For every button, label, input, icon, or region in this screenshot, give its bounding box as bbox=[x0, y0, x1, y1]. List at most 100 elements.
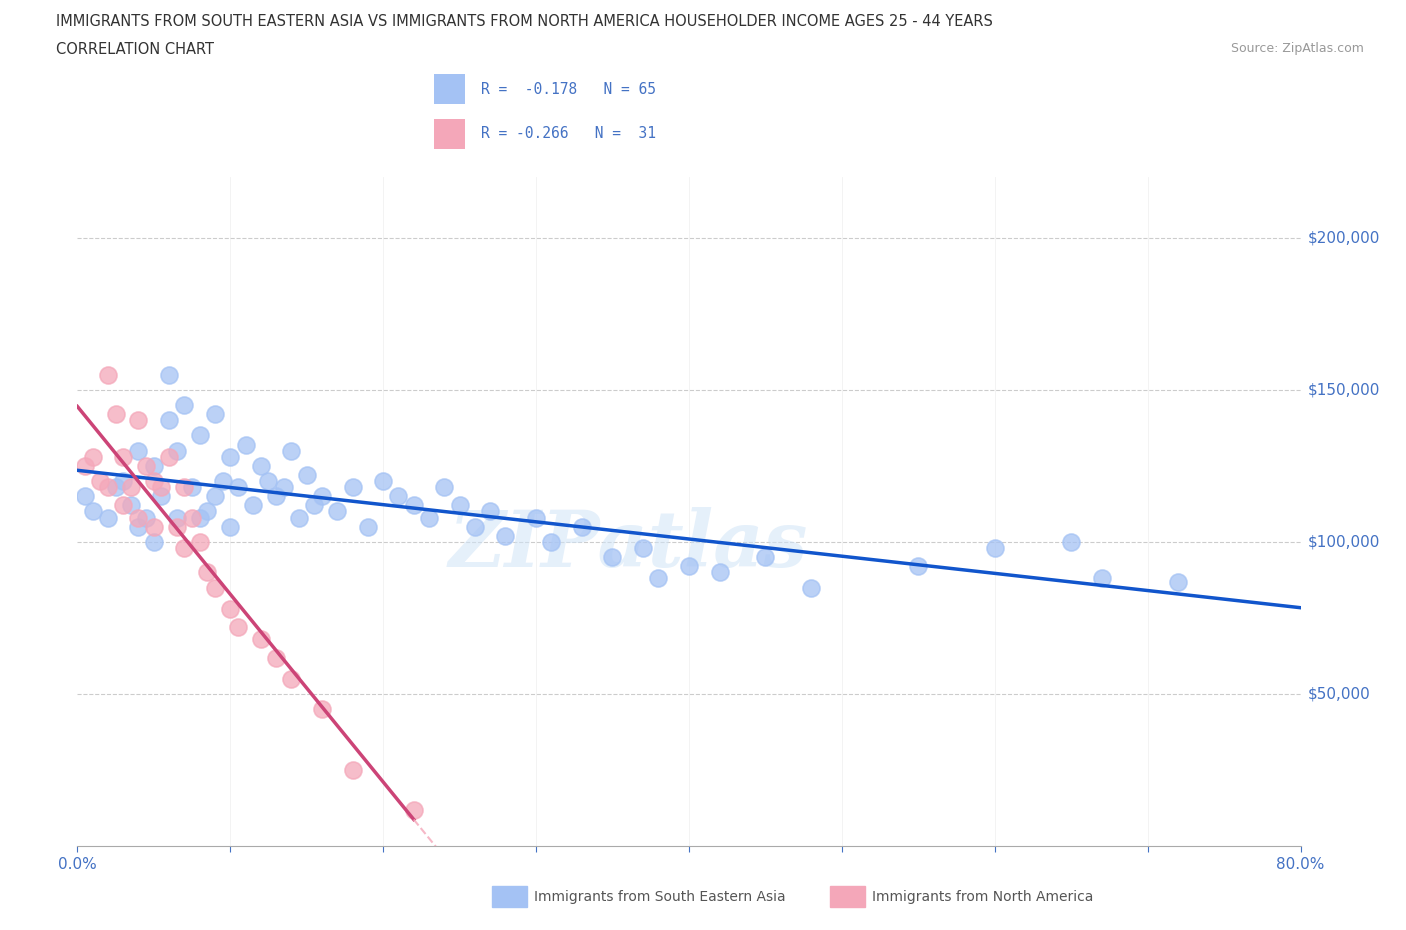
Point bbox=[135, 458, 157, 473]
Point bbox=[97, 480, 120, 495]
Point bbox=[173, 540, 195, 555]
Point bbox=[112, 449, 135, 464]
Text: R = -0.266   N =  31: R = -0.266 N = 31 bbox=[481, 126, 655, 141]
Point bbox=[195, 504, 218, 519]
Point bbox=[82, 449, 104, 464]
Point bbox=[464, 519, 486, 534]
Point bbox=[112, 473, 135, 488]
Point bbox=[204, 580, 226, 595]
Bar bbox=[434, 119, 465, 149]
Point bbox=[173, 397, 195, 412]
Point bbox=[204, 406, 226, 421]
Point bbox=[479, 504, 502, 519]
Point bbox=[181, 480, 204, 495]
Point bbox=[135, 511, 157, 525]
Point bbox=[449, 498, 471, 512]
Point bbox=[142, 535, 165, 550]
Point bbox=[257, 473, 280, 488]
Point bbox=[142, 519, 165, 534]
Point bbox=[166, 519, 188, 534]
Point bbox=[907, 559, 929, 574]
Point bbox=[226, 619, 249, 634]
Text: Immigrants from South Eastern Asia: Immigrants from South Eastern Asia bbox=[534, 889, 786, 904]
Point bbox=[219, 602, 242, 617]
Point bbox=[120, 480, 142, 495]
Point bbox=[295, 468, 318, 483]
Text: $150,000: $150,000 bbox=[1308, 382, 1379, 397]
Point bbox=[166, 511, 188, 525]
Point bbox=[188, 535, 211, 550]
Point bbox=[127, 413, 149, 428]
Point bbox=[678, 559, 700, 574]
Point bbox=[104, 480, 127, 495]
Point bbox=[754, 550, 776, 565]
Text: $100,000: $100,000 bbox=[1308, 535, 1379, 550]
Point bbox=[524, 511, 547, 525]
Point bbox=[1091, 571, 1114, 586]
Point bbox=[242, 498, 264, 512]
Point bbox=[402, 498, 425, 512]
Point bbox=[204, 489, 226, 504]
Point bbox=[157, 367, 180, 382]
Point bbox=[89, 473, 111, 488]
Point bbox=[127, 519, 149, 534]
Point bbox=[1167, 574, 1189, 589]
Point bbox=[219, 449, 242, 464]
Point bbox=[235, 437, 257, 452]
Point bbox=[288, 511, 311, 525]
Point bbox=[800, 580, 823, 595]
Point bbox=[264, 489, 287, 504]
Point bbox=[188, 428, 211, 443]
Text: ZIPatlas: ZIPatlas bbox=[449, 507, 807, 583]
Point bbox=[357, 519, 380, 534]
Point bbox=[188, 511, 211, 525]
Text: IMMIGRANTS FROM SOUTH EASTERN ASIA VS IMMIGRANTS FROM NORTH AMERICA HOUSEHOLDER : IMMIGRANTS FROM SOUTH EASTERN ASIA VS IM… bbox=[56, 14, 993, 29]
Point bbox=[540, 535, 562, 550]
Point bbox=[433, 480, 456, 495]
Point bbox=[166, 444, 188, 458]
Point bbox=[142, 473, 165, 488]
Point bbox=[73, 458, 96, 473]
Point bbox=[280, 671, 302, 686]
Point bbox=[402, 803, 425, 817]
Point bbox=[311, 489, 333, 504]
Point bbox=[150, 480, 173, 495]
Text: Immigrants from North America: Immigrants from North America bbox=[872, 889, 1092, 904]
Text: CORRELATION CHART: CORRELATION CHART bbox=[56, 42, 214, 57]
Point bbox=[371, 473, 394, 488]
Point bbox=[219, 519, 242, 534]
Point bbox=[304, 498, 326, 512]
Point bbox=[157, 413, 180, 428]
Point bbox=[97, 511, 120, 525]
Point bbox=[181, 511, 204, 525]
Point bbox=[195, 565, 218, 579]
Point bbox=[173, 480, 195, 495]
Point bbox=[97, 367, 120, 382]
Text: $200,000: $200,000 bbox=[1308, 230, 1379, 246]
Point bbox=[418, 511, 440, 525]
Point bbox=[387, 489, 409, 504]
Point bbox=[73, 489, 96, 504]
Point bbox=[602, 550, 624, 565]
Point bbox=[709, 565, 731, 579]
Point bbox=[264, 650, 287, 665]
Point bbox=[150, 489, 173, 504]
Point bbox=[120, 498, 142, 512]
Point bbox=[112, 498, 135, 512]
Point bbox=[273, 480, 295, 495]
Point bbox=[326, 504, 349, 519]
Text: Source: ZipAtlas.com: Source: ZipAtlas.com bbox=[1230, 42, 1364, 55]
Point bbox=[342, 763, 364, 777]
Point bbox=[311, 702, 333, 717]
Text: R =  -0.178   N = 65: R = -0.178 N = 65 bbox=[481, 82, 655, 97]
Point bbox=[127, 444, 149, 458]
Point bbox=[211, 473, 233, 488]
Point bbox=[250, 631, 273, 646]
Text: $50,000: $50,000 bbox=[1308, 686, 1371, 701]
Point bbox=[495, 528, 517, 543]
Point bbox=[1060, 535, 1083, 550]
Point bbox=[342, 480, 364, 495]
Bar bbox=[434, 74, 465, 104]
Point bbox=[250, 458, 273, 473]
Point bbox=[647, 571, 669, 586]
